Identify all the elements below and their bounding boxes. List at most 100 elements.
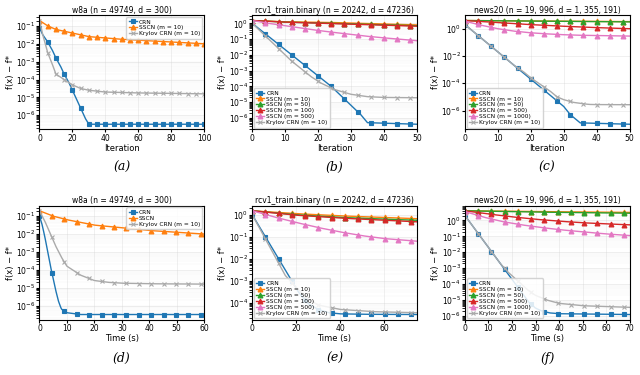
CRN (161, 122, 168, 126)
Title: w8a (n = 49749, d = 300): w8a (n = 49749, d = 300) (72, 6, 172, 15)
Text: (e): (e) (326, 352, 343, 364)
Line: SSCN (m = 1000): SSCN (m = 1000) (463, 209, 632, 238)
CRN (200, 312, 208, 317)
Legend: CRN, SSCN (m = 10), SSCN (m = 50), SSCN (m = 500), SSCN (m = 1000), Krylov CRN (: CRN, SSCN (m = 10), SSCN (m = 50), SSCN … (467, 88, 543, 128)
SSCN (200, 232, 208, 236)
SSCN (m = 100) (279, 211, 287, 216)
SSCN (m = 10) (259, 209, 266, 214)
SSCN (m = 50) (413, 24, 420, 28)
Krylov CRN (m = 10) (461, 213, 469, 218)
SSCN (m = 10) (505, 209, 513, 213)
Line: SSCN (m = 50): SSCN (m = 50) (463, 18, 632, 24)
SSCN (m = 10) (248, 18, 256, 23)
SSCN (m = 500) (461, 18, 469, 23)
CRN (626, 312, 634, 317)
SSCN (m = 1000) (580, 33, 588, 38)
SSCN (m = 500) (248, 18, 256, 23)
Line: SSCN (m = 50): SSCN (m = 50) (250, 18, 419, 28)
SSCN (m = 500) (292, 220, 300, 225)
Legend: CRN, SSCN (m = 10), Krylov CRN (m = 10): CRN, SSCN (m = 10), Krylov CRN (m = 10) (126, 17, 202, 39)
Krylov CRN (m = 10) (134, 91, 142, 95)
SSCN (m = 1000) (623, 34, 630, 38)
SSCN (m = 100) (259, 210, 266, 214)
CRN (413, 312, 420, 317)
SSCN (m = 10) (471, 209, 479, 213)
Krylov CRN (m = 10) (570, 100, 577, 105)
Krylov CRN (m = 10) (626, 102, 634, 107)
Title: rcv1_train.binary (n = 20242, d = 47236): rcv1_train.binary (n = 20242, d = 47236) (255, 196, 414, 205)
SSCN (m = 500) (626, 223, 634, 227)
SSCN (m = 10) (200, 42, 208, 46)
Krylov CRN (m = 10) (404, 310, 412, 315)
SSCN (m = 100) (413, 24, 420, 28)
SSCN (m = 500) (580, 25, 588, 29)
X-axis label: Iteration: Iteration (104, 144, 140, 153)
CRN (187, 312, 195, 317)
Krylov CRN (m = 10) (461, 22, 469, 27)
SSCN (m = 10) (468, 209, 476, 213)
Line: CRN: CRN (250, 21, 419, 127)
SSCN (m = 50) (285, 20, 292, 24)
SSCN (m = 100) (255, 209, 262, 214)
Krylov CRN (m = 10) (111, 90, 119, 94)
CRN (279, 264, 287, 268)
SSCN (m = 500) (279, 217, 287, 221)
CRN (136, 122, 144, 126)
Line: CRN: CRN (37, 25, 207, 127)
SSCN (m = 10) (77, 33, 84, 37)
SSCN (m = 50) (511, 19, 518, 23)
Krylov CRN (m = 10) (77, 86, 84, 91)
Krylov CRN (m = 10) (79, 274, 87, 279)
Krylov CRN (m = 10) (626, 305, 634, 310)
Line: SSCN (m = 10): SSCN (m = 10) (37, 18, 207, 46)
SSCN (m = 100) (357, 22, 365, 27)
Line: SSCN (m = 500): SSCN (m = 500) (463, 18, 632, 31)
SSCN (m = 1000) (505, 220, 513, 225)
Text: (a): (a) (113, 161, 131, 174)
SSCN (m = 500) (505, 214, 513, 219)
SSCN (m = 10) (497, 18, 505, 23)
SSCN (m = 10) (580, 19, 588, 24)
SSCN (m = 10) (248, 209, 256, 213)
SSCN (m = 50) (292, 213, 300, 217)
X-axis label: Iteration: Iteration (317, 144, 353, 153)
SSCN (m = 100) (410, 24, 417, 28)
Krylov CRN (m = 10) (410, 96, 417, 100)
Krylov CRN (m = 10) (36, 209, 44, 213)
Legend: CRN, SSCN (m = 10), SSCN (m = 50), SSCN (m = 100), SSCN (m = 500), Krylov CRN (m: CRN, SSCN (m = 10), SSCN (m = 50), SSCN … (254, 278, 330, 318)
Krylov CRN (m = 10) (159, 91, 167, 96)
SSCN (m = 10) (151, 39, 159, 44)
SSCN (m = 1000) (468, 211, 476, 216)
SSCN (m = 500) (468, 210, 476, 214)
SSCN (42, 211, 50, 216)
Krylov CRN (m = 10) (255, 225, 262, 229)
Krylov CRN (m = 10) (492, 255, 499, 260)
CRN (113, 122, 121, 126)
Y-axis label: f(x) − f*: f(x) − f* (218, 56, 227, 89)
Krylov CRN (m = 10) (413, 96, 420, 100)
Krylov CRN (m = 10) (357, 93, 365, 98)
SSCN (m = 10) (404, 216, 412, 220)
CRN (77, 312, 84, 317)
Krylov CRN (m = 10) (67, 266, 74, 270)
Line: SSCN (m = 500): SSCN (m = 500) (463, 209, 632, 227)
CRN (413, 122, 420, 126)
Krylov CRN (m = 10) (186, 282, 194, 286)
Krylov CRN (m = 10) (497, 53, 505, 57)
Krylov CRN (m = 10) (399, 310, 406, 315)
SSCN (m = 10) (36, 18, 44, 23)
SSCN (m = 500) (626, 27, 634, 31)
SSCN (m = 500) (413, 39, 420, 43)
SSCN (m = 50) (279, 211, 287, 216)
SSCN (m = 100) (248, 18, 256, 23)
Text: (c): (c) (539, 161, 556, 174)
SSCN (m = 10) (134, 38, 142, 42)
Title: news20 (n = 19, 996, d = 1, 355, 191): news20 (n = 19, 996, d = 1, 355, 191) (474, 196, 621, 205)
CRN (67, 311, 74, 315)
Krylov CRN (m = 10) (192, 282, 200, 286)
SSCN (m = 500) (410, 38, 417, 43)
CRN (248, 213, 256, 217)
Text: (b): (b) (326, 161, 344, 174)
SSCN (m = 500) (255, 210, 262, 215)
SSCN (m = 50) (404, 218, 412, 222)
